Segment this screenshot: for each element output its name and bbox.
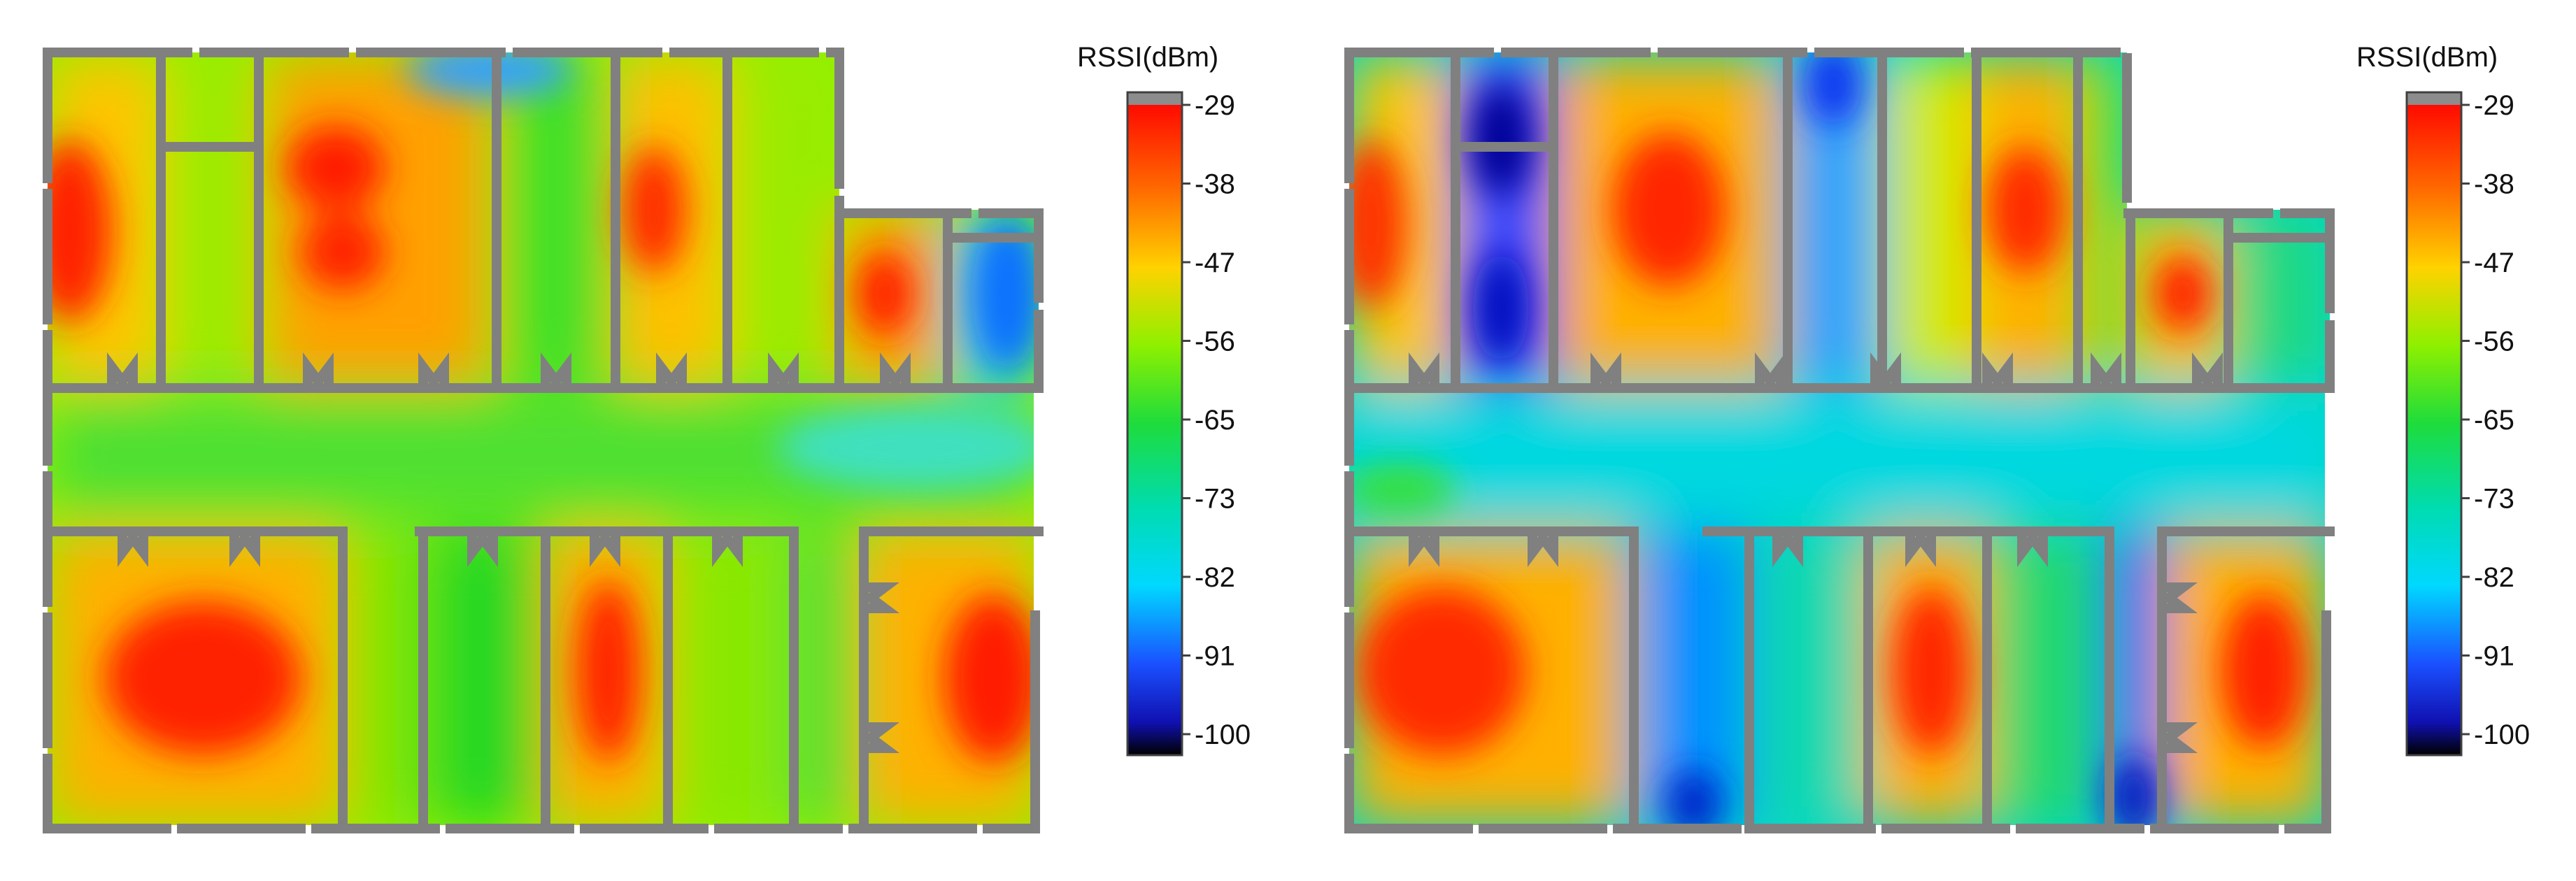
colorbar-left: RSSI(dBm) -29 -38 -47 -56 -65 -73 -82 -91 -100 <box>1077 42 1251 757</box>
colorbar-top-cap <box>1127 92 1182 106</box>
heatmap-panel-right: RSSI(dBm) -29 -38 -47 -56 -65 -73 -82 -91 -100 <box>1288 0 2576 881</box>
heatmap-left-svg: RSSI(dBm) -29 -38 -47 -56 -65 -73 -82 -91 -100 <box>43 42 1251 833</box>
colorbar-title: RSSI(dBm) <box>2356 42 2498 73</box>
colorbar-tick-label: -65 <box>1195 405 1235 436</box>
colorbar-tick-label: -29 <box>1195 90 1235 121</box>
colorbar-tick-label: -47 <box>2474 248 2514 278</box>
colorbar-tick-label: -47 <box>1195 248 1235 278</box>
colorbar-gradient <box>1127 105 1182 755</box>
colorbar-gradient <box>2407 105 2461 755</box>
colorbar-ticks: -29 -38 -47 -56 -65 -73 -82 -91 -100 <box>1182 90 1251 750</box>
colorbar-tick-label: -91 <box>2474 641 2514 672</box>
colorbar-tick-label: -82 <box>2474 562 2514 593</box>
colorbar-tick-label: -73 <box>1195 484 1235 515</box>
colorbar-tick-label: -100 <box>2474 719 2530 750</box>
colorbar-tick-label: -65 <box>2474 405 2514 436</box>
colorbar-tick-label: -56 <box>1195 327 1235 357</box>
colorbar-top-cap <box>2407 92 2461 106</box>
heatmap-right-svg: RSSI(dBm) -29 -38 -47 -56 -65 -73 -82 -91 -100 <box>1344 42 2530 833</box>
colorbar-tick-label: -56 <box>2474 327 2514 357</box>
colorbar-tick-label: -73 <box>2474 484 2514 515</box>
floor-plan-walls-right <box>1344 48 2335 833</box>
colorbar-tick-label: -91 <box>1195 641 1235 672</box>
colorbar-tick-label: -38 <box>1195 169 1235 200</box>
colorbar-tick-label: -38 <box>2474 169 2514 200</box>
colorbar-right: RSSI(dBm) -29 -38 -47 -56 -65 -73 -82 -91 -100 <box>2356 42 2530 757</box>
colorbar-tick-label: -82 <box>1195 562 1235 593</box>
heatmap-panel-left: RSSI(dBm) -29 -38 -47 -56 -65 -73 -82 -91 -100 <box>43 42 1251 833</box>
colorbar-title: RSSI(dBm) <box>1077 42 1218 73</box>
colorbar-tick-label: -29 <box>2474 90 2514 121</box>
colorbar-tick-label: -100 <box>1195 719 1251 750</box>
signal-heat-field-right <box>1349 52 2330 825</box>
colorbar-ticks: -29 -38 -47 -56 -65 -73 -82 -91 -100 <box>2461 90 2530 750</box>
floor-plan-walls-left <box>43 48 1044 833</box>
